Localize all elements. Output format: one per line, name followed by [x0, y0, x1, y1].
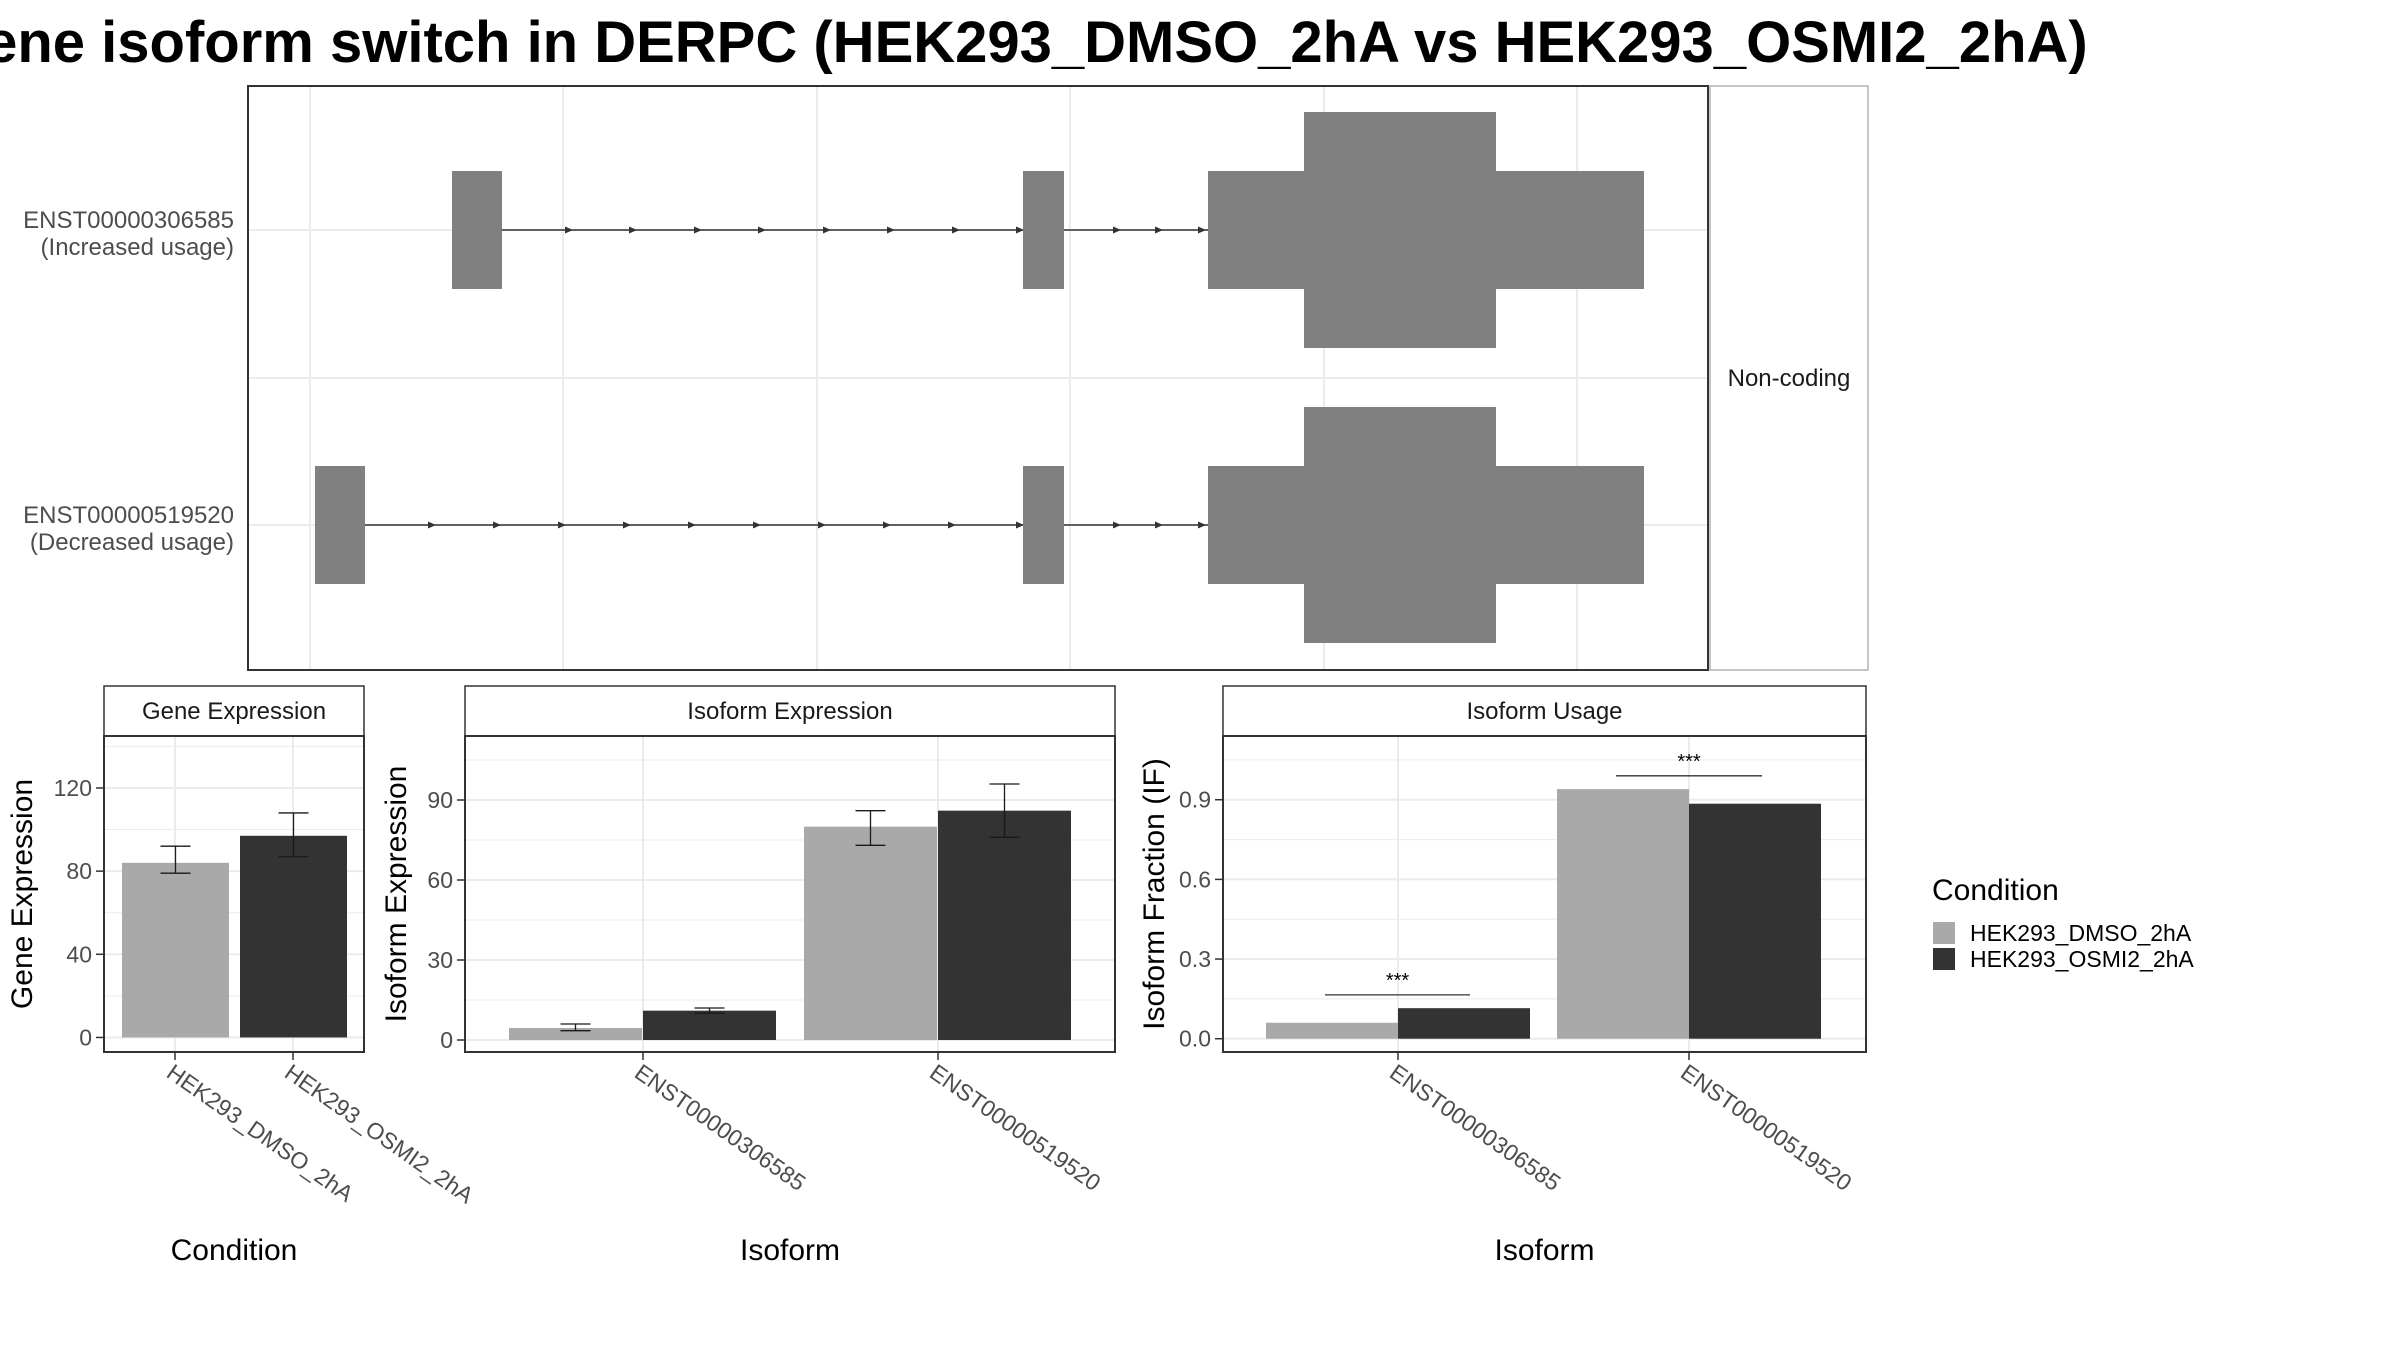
legend-title: Condition	[1932, 874, 2059, 907]
isoform-expression-x-tick-label: ENST00000519520	[925, 1059, 1105, 1196]
isoform-expression-x-tick-label: ENST00000306585	[630, 1059, 810, 1196]
isoform-usage-y-tick-label: 0.3	[1179, 946, 1211, 972]
exon	[452, 171, 502, 289]
isoform-usage-significance-label: ***	[1677, 751, 1701, 773]
isoform-usage-y-axis-title: Isoform Fraction (IF)	[1138, 758, 1171, 1030]
structure-facet-strip	[1709, 85, 1869, 671]
intron-direction-arrow	[1113, 521, 1121, 529]
gene-expression-y-axis-title: Gene Expression	[6, 779, 39, 1009]
isoform-usage-y-tick-label: 0.6	[1179, 866, 1211, 892]
intron-direction-arrow	[694, 226, 702, 234]
exon	[1304, 407, 1496, 643]
gene-expression-y-tick-label: 40	[66, 941, 92, 967]
intron-direction-arrow	[1016, 521, 1024, 529]
isoform-usage-y-tick-label: 0.0	[1179, 1026, 1211, 1052]
isoform-usage-x-axis-title: Isoform	[1494, 1234, 1594, 1267]
isoform-expression-y-tick-label: 90	[427, 787, 453, 813]
isoform-usage-x-tick-label: ENST00000519520	[1676, 1059, 1856, 1196]
exon	[1304, 112, 1496, 348]
isoform-usage-strip-label: Isoform Usage	[1466, 698, 1622, 725]
intron-direction-arrow	[758, 226, 766, 234]
exon	[1023, 466, 1064, 584]
isoform-usage-x-tick-label: ENST00000306585	[1385, 1059, 1565, 1196]
intron-direction-arrow	[1016, 226, 1024, 234]
gene-expression-strip	[103, 685, 365, 737]
intron-direction-arrow	[688, 521, 696, 529]
intron-direction-arrow	[1113, 226, 1121, 234]
isoform-usage-bar	[1557, 789, 1689, 1039]
intron-direction-arrow	[1155, 521, 1163, 529]
intron-direction-arrow	[565, 226, 573, 234]
isoform-usage-label: (Decreased usage)	[30, 529, 234, 556]
intron-direction-arrow	[629, 226, 637, 234]
isoform-expression-y-axis-title: Isoform Expression	[380, 766, 413, 1023]
isoform-usage-significance-label: ***	[1386, 970, 1410, 992]
gene-expression-y-tick-label: 0	[79, 1024, 92, 1050]
isoform-id-label: ENST00000519520	[23, 502, 234, 529]
intron-direction-arrow	[887, 226, 895, 234]
intron-direction-arrow	[623, 521, 631, 529]
exon	[1023, 171, 1064, 289]
isoform-usage-bar	[1689, 803, 1821, 1039]
intron-direction-arrow	[883, 521, 891, 529]
intron-direction-arrow	[952, 226, 960, 234]
isoform-expression-bar	[643, 1010, 776, 1040]
legend-label: HEK293_OSMI2_2hA	[1970, 946, 2194, 972]
intron-direction-arrow	[1155, 226, 1163, 234]
gene-expression-x-tick-label: HEK293_OSMI2_2hA	[280, 1059, 479, 1209]
intron-direction-arrow	[823, 226, 831, 234]
gene-expression-x-tick-label: HEK293_DMSO_2hA	[162, 1059, 359, 1208]
intron-direction-arrow	[428, 521, 436, 529]
figure-title: Gene isoform switch in DERPC (HEK293_DMS…	[0, 10, 2088, 75]
structure-facet-label: Non-coding	[1728, 365, 1851, 392]
gene-expression-bar	[240, 835, 347, 1038]
gene-expression-bar	[122, 862, 229, 1038]
isoform-id-label: ENST00000306585	[23, 207, 234, 234]
intron-direction-arrow	[493, 521, 501, 529]
isoform-usage-panel-border	[1222, 735, 1867, 1053]
intron-direction-arrow	[1198, 226, 1206, 234]
isoform-expression-y-tick-label: 0	[440, 1027, 453, 1053]
isoform-expression-strip-label: Isoform Expression	[687, 698, 892, 725]
isoform-expression-bar	[804, 826, 937, 1040]
gene-expression-x-axis-title: Condition	[171, 1234, 298, 1267]
isoform-usage-label: (Increased usage)	[41, 234, 234, 261]
intron-direction-arrow	[753, 521, 761, 529]
gene-expression-y-tick-label: 120	[54, 775, 92, 801]
gene-expression-panel-border	[103, 735, 365, 1053]
intron-direction-arrow	[1198, 521, 1206, 529]
isoform-expression-y-tick-label: 30	[427, 947, 453, 973]
legend-key	[1933, 922, 1955, 944]
intron-direction-arrow	[818, 521, 826, 529]
isoform-expression-bar	[509, 1028, 642, 1040]
isoform-expression-y-tick-label: 60	[427, 867, 453, 893]
structure-panel-border	[247, 85, 1709, 671]
isoform-expression-bar	[938, 810, 1071, 1040]
exon	[315, 466, 365, 584]
gene-expression-strip-label: Gene Expression	[142, 698, 326, 725]
isoform-usage-y-tick-label: 0.9	[1179, 787, 1211, 813]
intron-direction-arrow	[558, 521, 566, 529]
isoform-usage-bar	[1398, 1008, 1530, 1039]
isoform-usage-bar	[1266, 1022, 1398, 1039]
legend-key	[1933, 948, 1955, 970]
intron-direction-arrow	[948, 521, 956, 529]
legend-label: HEK293_DMSO_2hA	[1970, 920, 2192, 946]
isoform-expression-x-axis-title: Isoform	[740, 1234, 840, 1267]
isoform-expression-panel-border	[464, 735, 1116, 1053]
isoform-usage-strip	[1222, 685, 1867, 737]
gene-expression-y-tick-label: 80	[66, 858, 92, 884]
